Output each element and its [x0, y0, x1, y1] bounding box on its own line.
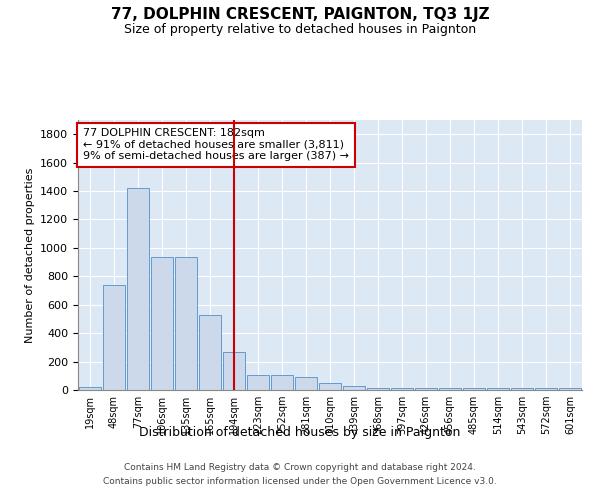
Bar [223, 352, 245, 390]
Bar [151, 257, 173, 390]
Bar [463, 388, 485, 390]
Bar [391, 388, 413, 390]
Text: Contains public sector information licensed under the Open Government Licence v3: Contains public sector information licen… [103, 477, 497, 486]
Bar [199, 314, 221, 390]
Text: Distribution of detached houses by size in Paignton: Distribution of detached houses by size … [139, 426, 461, 439]
Bar [247, 375, 269, 390]
Bar [343, 386, 365, 390]
Bar [487, 388, 509, 390]
Bar [295, 377, 317, 390]
Bar [319, 383, 341, 390]
Bar [415, 388, 437, 390]
Bar [79, 387, 101, 390]
Text: Size of property relative to detached houses in Paignton: Size of property relative to detached ho… [124, 22, 476, 36]
Text: Contains HM Land Registry data © Crown copyright and database right 2024.: Contains HM Land Registry data © Crown c… [124, 464, 476, 472]
Bar [511, 388, 533, 390]
Text: 77, DOLPHIN CRESCENT, PAIGNTON, TQ3 1JZ: 77, DOLPHIN CRESCENT, PAIGNTON, TQ3 1JZ [110, 8, 490, 22]
Bar [439, 388, 461, 390]
Bar [175, 257, 197, 390]
Bar [103, 285, 125, 390]
Y-axis label: Number of detached properties: Number of detached properties [25, 168, 35, 342]
Bar [271, 375, 293, 390]
Bar [127, 188, 149, 390]
Bar [367, 388, 389, 390]
Bar [535, 388, 557, 390]
Text: 77 DOLPHIN CRESCENT: 182sqm
← 91% of detached houses are smaller (3,811)
9% of s: 77 DOLPHIN CRESCENT: 182sqm ← 91% of det… [83, 128, 349, 162]
Bar [559, 388, 581, 390]
